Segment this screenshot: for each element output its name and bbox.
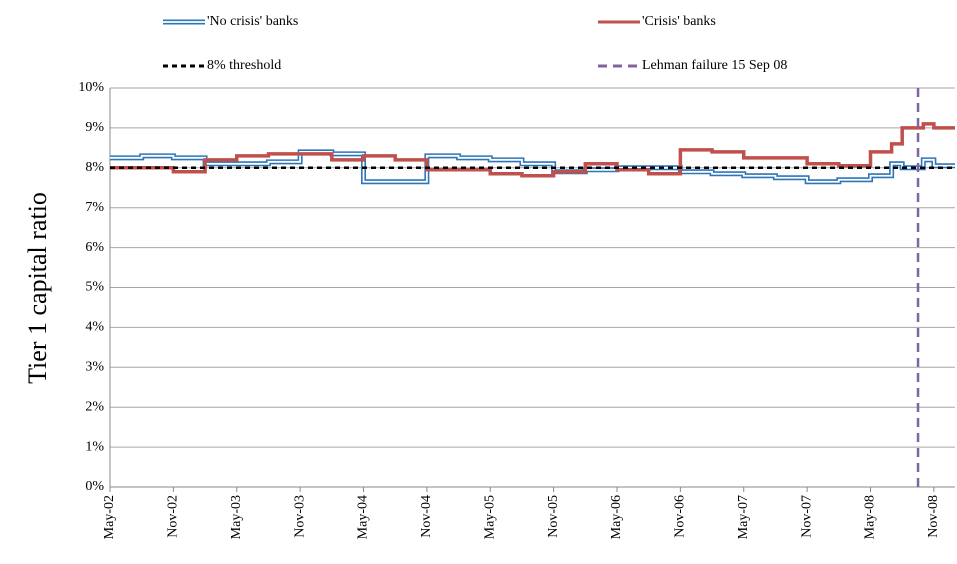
y-tick-label: 10%	[78, 80, 104, 95]
x-tick-label: May-05	[482, 495, 497, 539]
series-line	[110, 122, 955, 178]
x-tick-label: May-02	[102, 495, 117, 539]
x-tick-label: Nov-07	[799, 495, 814, 538]
legend-label: 8% threshold	[207, 58, 281, 73]
x-tick-label: May-06	[609, 495, 624, 539]
x-tick-label: May-08	[863, 495, 878, 539]
y-tick-label: 8%	[85, 160, 104, 175]
y-tick-label: 5%	[85, 280, 104, 295]
y-tick-label: 1%	[85, 439, 104, 454]
y-axis-label: Tier 1 capital ratio	[23, 192, 52, 384]
x-tick-label: Nov-08	[926, 495, 941, 538]
x-tick-label: Nov-04	[419, 495, 434, 538]
x-tick-label: Nov-05	[546, 495, 561, 538]
x-tick-label: May-03	[229, 495, 244, 539]
y-tick-label: 3%	[85, 360, 104, 375]
x-tick-label: Nov-03	[292, 495, 307, 538]
y-tick-label: 7%	[85, 200, 104, 215]
x-tick-label: May-04	[356, 495, 371, 539]
x-tick-label: Nov-06	[673, 495, 688, 538]
x-tick-label: May-07	[736, 495, 751, 539]
y-tick-label: 4%	[85, 320, 104, 335]
y-tick-label: 0%	[85, 479, 104, 494]
legend-label: 'No crisis' banks	[207, 14, 298, 29]
legend-label: Lehman failure 15 Sep 08	[642, 58, 787, 73]
x-tick-label: Nov-02	[166, 495, 181, 538]
legend-label: 'Crisis' banks	[642, 14, 716, 29]
y-tick-label: 6%	[85, 240, 104, 255]
y-tick-label: 2%	[85, 399, 104, 414]
y-tick-label: 9%	[85, 120, 104, 135]
